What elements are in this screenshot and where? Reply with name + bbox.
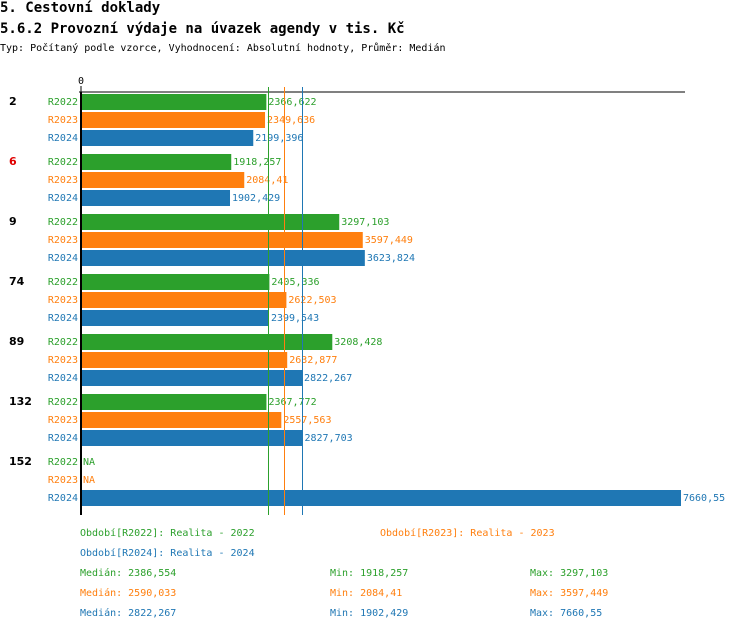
- series-label: R2022: [48, 157, 78, 168]
- data-label: 2366,622: [268, 97, 316, 108]
- data-label: 2622,503: [288, 295, 336, 306]
- chart-meta: Typ: Počítaný podle vzorce, Vyhodnocení:…: [0, 43, 446, 54]
- series-label: R2023: [48, 115, 78, 126]
- data-label: NA: [83, 475, 95, 486]
- data-label: 3208,428: [334, 337, 382, 348]
- bar: [82, 172, 245, 188]
- bar-chart: 0 2 R2022 2366,622 R2023 2349,636 R2024 2199,39…: [9, 76, 725, 515]
- stat-median-r2023: Medián: 2590,033: [80, 588, 177, 599]
- series-label: R2022: [48, 97, 78, 108]
- series-label: R2022: [48, 397, 78, 408]
- data-label: 2557,563: [283, 415, 331, 426]
- bar: [82, 352, 288, 368]
- data-label: 1902,429: [232, 193, 280, 204]
- stat-min-r2022: Min: 1918,257: [330, 568, 409, 579]
- bar: [82, 490, 681, 506]
- data-label: 2632,877: [289, 355, 337, 366]
- series-label: R2022: [48, 217, 78, 228]
- bar: [82, 430, 303, 446]
- bar: [82, 214, 340, 230]
- series-label: R2022: [48, 277, 78, 288]
- series-label: R2023: [48, 415, 78, 426]
- series-label: R2023: [48, 235, 78, 246]
- series-label: R2024: [48, 313, 78, 324]
- legend-period-r2022: Období[R2022]: Realita - 2022: [80, 528, 255, 539]
- data-label: 2349,636: [267, 115, 315, 126]
- data-label: NA: [83, 457, 95, 468]
- bar: [82, 112, 266, 128]
- chart-title: 5.6.2 Provozní výdaje na úvazek agendy v…: [0, 21, 405, 37]
- series-label: R2024: [48, 433, 78, 444]
- data-label: 2822,267: [304, 373, 352, 384]
- bar: [82, 310, 269, 326]
- data-label: 2399,543: [271, 313, 319, 324]
- stat-max-r2023: Max: 3597,449: [530, 588, 609, 599]
- bar: [82, 370, 303, 386]
- data-label: 7660,55: [683, 493, 725, 504]
- stat-median-r2022: Medián: 2386,554: [80, 568, 177, 579]
- bar: [82, 154, 232, 170]
- series-label: R2023: [48, 355, 78, 366]
- data-label: 2827,703: [304, 433, 352, 444]
- section-title: 5. Cestovní doklady: [0, 0, 161, 16]
- data-label: 1918,257: [233, 157, 281, 168]
- stat-max-r2022: Max: 3297,103: [530, 568, 609, 579]
- group-label: 2: [9, 95, 17, 108]
- series-label: R2024: [48, 193, 78, 204]
- data-label: 2367,772: [268, 397, 316, 408]
- bar: [82, 334, 333, 350]
- group-label: 9: [9, 215, 17, 228]
- series-label: R2024: [48, 253, 78, 264]
- series-label: R2023: [48, 175, 78, 186]
- stat-median-r2024: Medián: 2822,267: [80, 608, 177, 619]
- series-label: R2024: [48, 133, 78, 144]
- bar: [82, 232, 363, 248]
- bar: [82, 292, 287, 308]
- group-label: 6: [9, 155, 17, 168]
- bar: [82, 394, 267, 410]
- data-label: 3623,824: [367, 253, 415, 264]
- series-label: R2022: [48, 337, 78, 348]
- series-label: R2024: [48, 373, 78, 384]
- group-label: 89: [9, 335, 24, 348]
- group-label: 132: [9, 395, 32, 408]
- stat-max-r2024: Max: 7660,55: [530, 608, 603, 619]
- bar: [82, 190, 231, 206]
- bar: [82, 94, 267, 110]
- stat-min-r2023: Min: 2084,41: [330, 588, 403, 599]
- bar: [82, 130, 254, 146]
- data-label: 2199,396: [255, 133, 303, 144]
- series-label: R2022: [48, 457, 78, 468]
- x-tick-label: 0: [78, 76, 84, 87]
- data-label: 3297,103: [341, 217, 389, 228]
- legend-period-r2024: Období[R2024]: Realita - 2024: [80, 548, 255, 559]
- series-label: R2023: [48, 295, 78, 306]
- series-label: R2024: [48, 493, 78, 504]
- data-label: 2405,336: [271, 277, 319, 288]
- series-label: R2023: [48, 475, 78, 486]
- group-label: 74: [9, 275, 25, 288]
- group-label: 152: [9, 455, 32, 468]
- bar: [82, 250, 365, 266]
- bar: [82, 274, 270, 290]
- legend-period-r2023: Období[R2023]: Realita - 2023: [380, 528, 555, 539]
- bar: [82, 412, 282, 428]
- stat-min-r2024: Min: 1902,429: [330, 608, 409, 619]
- data-label: 2084,41: [246, 175, 288, 186]
- data-label: 3597,449: [365, 235, 413, 246]
